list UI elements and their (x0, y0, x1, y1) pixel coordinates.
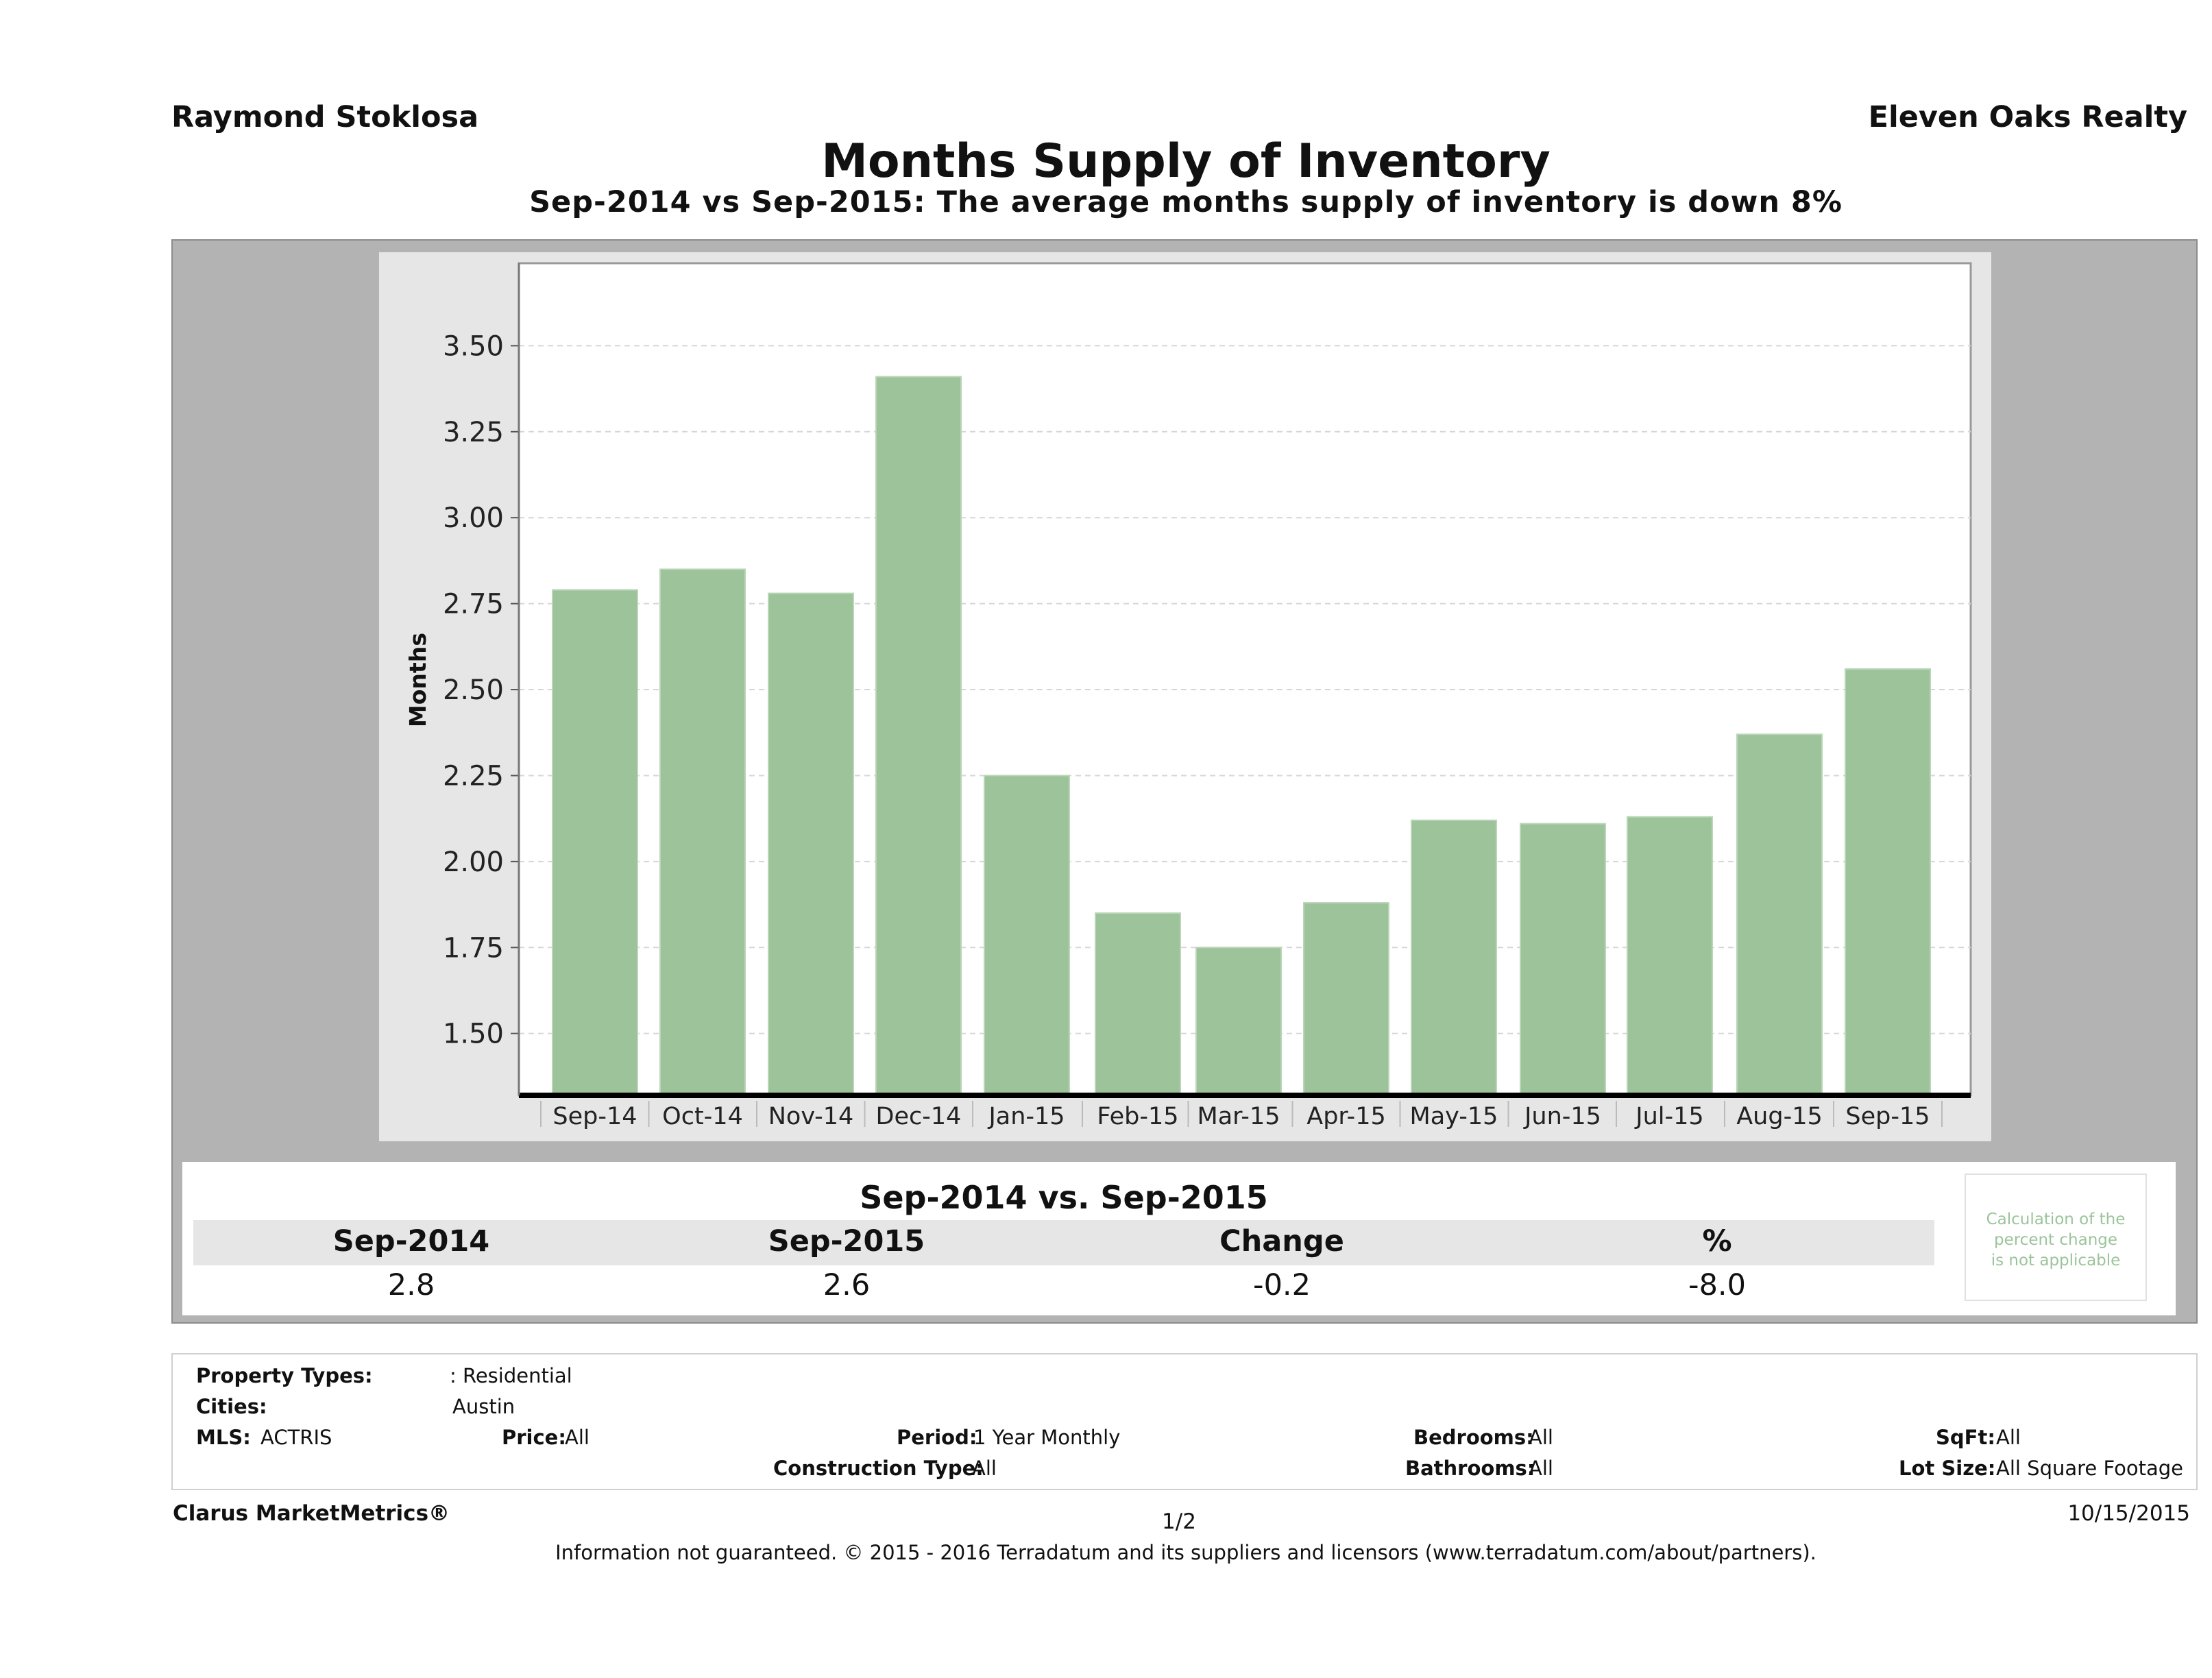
chart-subtitle: Sep-2014 vs Sep-2015: The average months… (529, 185, 1843, 219)
bar-nov-14 (768, 592, 854, 1096)
report-date: 10/15/2015 (2067, 1501, 2190, 1526)
company-name: Eleven Oaks Realty (1868, 100, 2187, 134)
chart-title: Months Supply of Inventory (821, 134, 1551, 189)
x-tick-label: Jan-15 (987, 1103, 1065, 1130)
bar-mar-15 (1195, 947, 1282, 1096)
bathrooms-label: Bathrooms: (1405, 1457, 1535, 1480)
x-tick-label: Jun-15 (1523, 1103, 1601, 1130)
price-value: All (565, 1426, 590, 1449)
property-types-value: : Residential (450, 1364, 572, 1387)
cities-label: Cities: (196, 1395, 267, 1418)
period-label: Period: (897, 1426, 977, 1449)
footer-brand: Clarus MarketMetrics® (173, 1501, 450, 1526)
property-types-label: Property Types: (196, 1364, 373, 1387)
bathrooms-value: All (1529, 1457, 1553, 1480)
y-tick-label: 1.75 (443, 932, 504, 964)
percent-note-line-2: percent change (1993, 1231, 2118, 1249)
y-tick-label: 3.50 (443, 330, 504, 362)
x-tick-label: Sep-15 (1845, 1103, 1930, 1130)
y-tick-label: 1.50 (443, 1019, 504, 1050)
mls-label: MLS: (196, 1426, 251, 1449)
y-tick-label: 3.25 (443, 417, 504, 448)
sqft-label: SqFt: (1936, 1426, 1995, 1449)
comparison-header-sep-2014: Sep-2014 (332, 1224, 490, 1258)
lot-size-label: Lot Size: (1899, 1457, 1996, 1480)
comparison-value-sep-2015: 2.6 (823, 1268, 871, 1302)
y-tick-label: 3.00 (443, 502, 504, 534)
x-tick-label: Feb-15 (1097, 1103, 1178, 1130)
x-tick-label: Dec-14 (876, 1103, 962, 1130)
comparison-value-change: -0.2 (1253, 1268, 1311, 1302)
page-number: 1/2 (1162, 1509, 1196, 1534)
x-tick-label: Nov-14 (768, 1103, 854, 1130)
x-tick-label: Sep-14 (552, 1103, 637, 1130)
percent-note-line-1: Calculation of the (1986, 1211, 2126, 1228)
bar-oct-14 (659, 568, 746, 1096)
comparison-title-bar (193, 1172, 1934, 1219)
cities-value: Austin (452, 1395, 515, 1418)
bedrooms-value: All (1529, 1426, 1553, 1449)
comparison-header-sep-2015: Sep-2015 (768, 1224, 925, 1258)
mls-value: ACTRIS (260, 1426, 332, 1449)
sqft-value: All (1996, 1426, 2021, 1449)
bar-may-15 (1411, 819, 1497, 1096)
comparison-header-change: Change (1219, 1224, 1344, 1258)
y-tick-label: 2.25 (443, 760, 504, 792)
comparison-value-percent: -8.0 (1688, 1268, 1746, 1302)
bar-apr-15 (1303, 902, 1389, 1097)
x-tick-label: Apr-15 (1306, 1103, 1385, 1130)
comparison-header-row (193, 1220, 1934, 1265)
y-axis-title: Months (404, 633, 431, 727)
criteria-box (171, 1353, 2198, 1490)
construction-type-label: Construction Type: (773, 1457, 984, 1480)
y-tick-label: 2.75 (443, 589, 504, 620)
x-tick-label: Jul-15 (1634, 1103, 1703, 1130)
disclaimer: Information not guaranteed. © 2015 - 201… (555, 1541, 1816, 1564)
x-tick-label: May-15 (1410, 1103, 1498, 1130)
y-tick-label: 2.00 (443, 847, 504, 878)
period-value: 1 Year Monthly (973, 1426, 1121, 1449)
construction-type-value: All (972, 1457, 997, 1480)
x-tick-label: Aug-15 (1736, 1103, 1823, 1130)
price-label: Price: (502, 1426, 566, 1449)
bar-chart: 1.50 1.75 2.00 2.25 2.50 2.75 3.00 3.25 3.50 Sep-… (404, 262, 1972, 1130)
x-tick-label: Oct-14 (662, 1103, 743, 1130)
bar-feb-15 (1095, 912, 1181, 1096)
comparison-value-sep-2014: 2.8 (387, 1268, 435, 1302)
bedrooms-label: Bedrooms: (1413, 1426, 1534, 1449)
bar-sep-15 (1845, 668, 1931, 1096)
bar-dec-14 (875, 376, 962, 1097)
percent-note-box (1965, 1174, 2147, 1301)
comparison-title: Sep-2014 vs. Sep-2015 (860, 1179, 1268, 1216)
bar-jan-15 (984, 775, 1070, 1097)
bar-jun-15 (1520, 823, 1606, 1096)
agent-name: Raymond Stoklosa (171, 100, 479, 134)
y-tick-label: 2.50 (443, 674, 504, 706)
bar-aug-15 (1736, 733, 1823, 1096)
comparison-value-row (193, 1267, 1934, 1305)
percent-note-line-3: is not applicable (1991, 1252, 2121, 1269)
bar-sep-14 (552, 589, 638, 1096)
bar-jul-15 (1627, 816, 1713, 1096)
percent-note: Calculation of the percent change is not… (1965, 1209, 2147, 1271)
comparison-header-percent: % (1702, 1224, 1732, 1258)
lot-size-value: All Square Footage (1996, 1457, 2184, 1480)
x-tick-label: Mar-15 (1198, 1103, 1280, 1130)
